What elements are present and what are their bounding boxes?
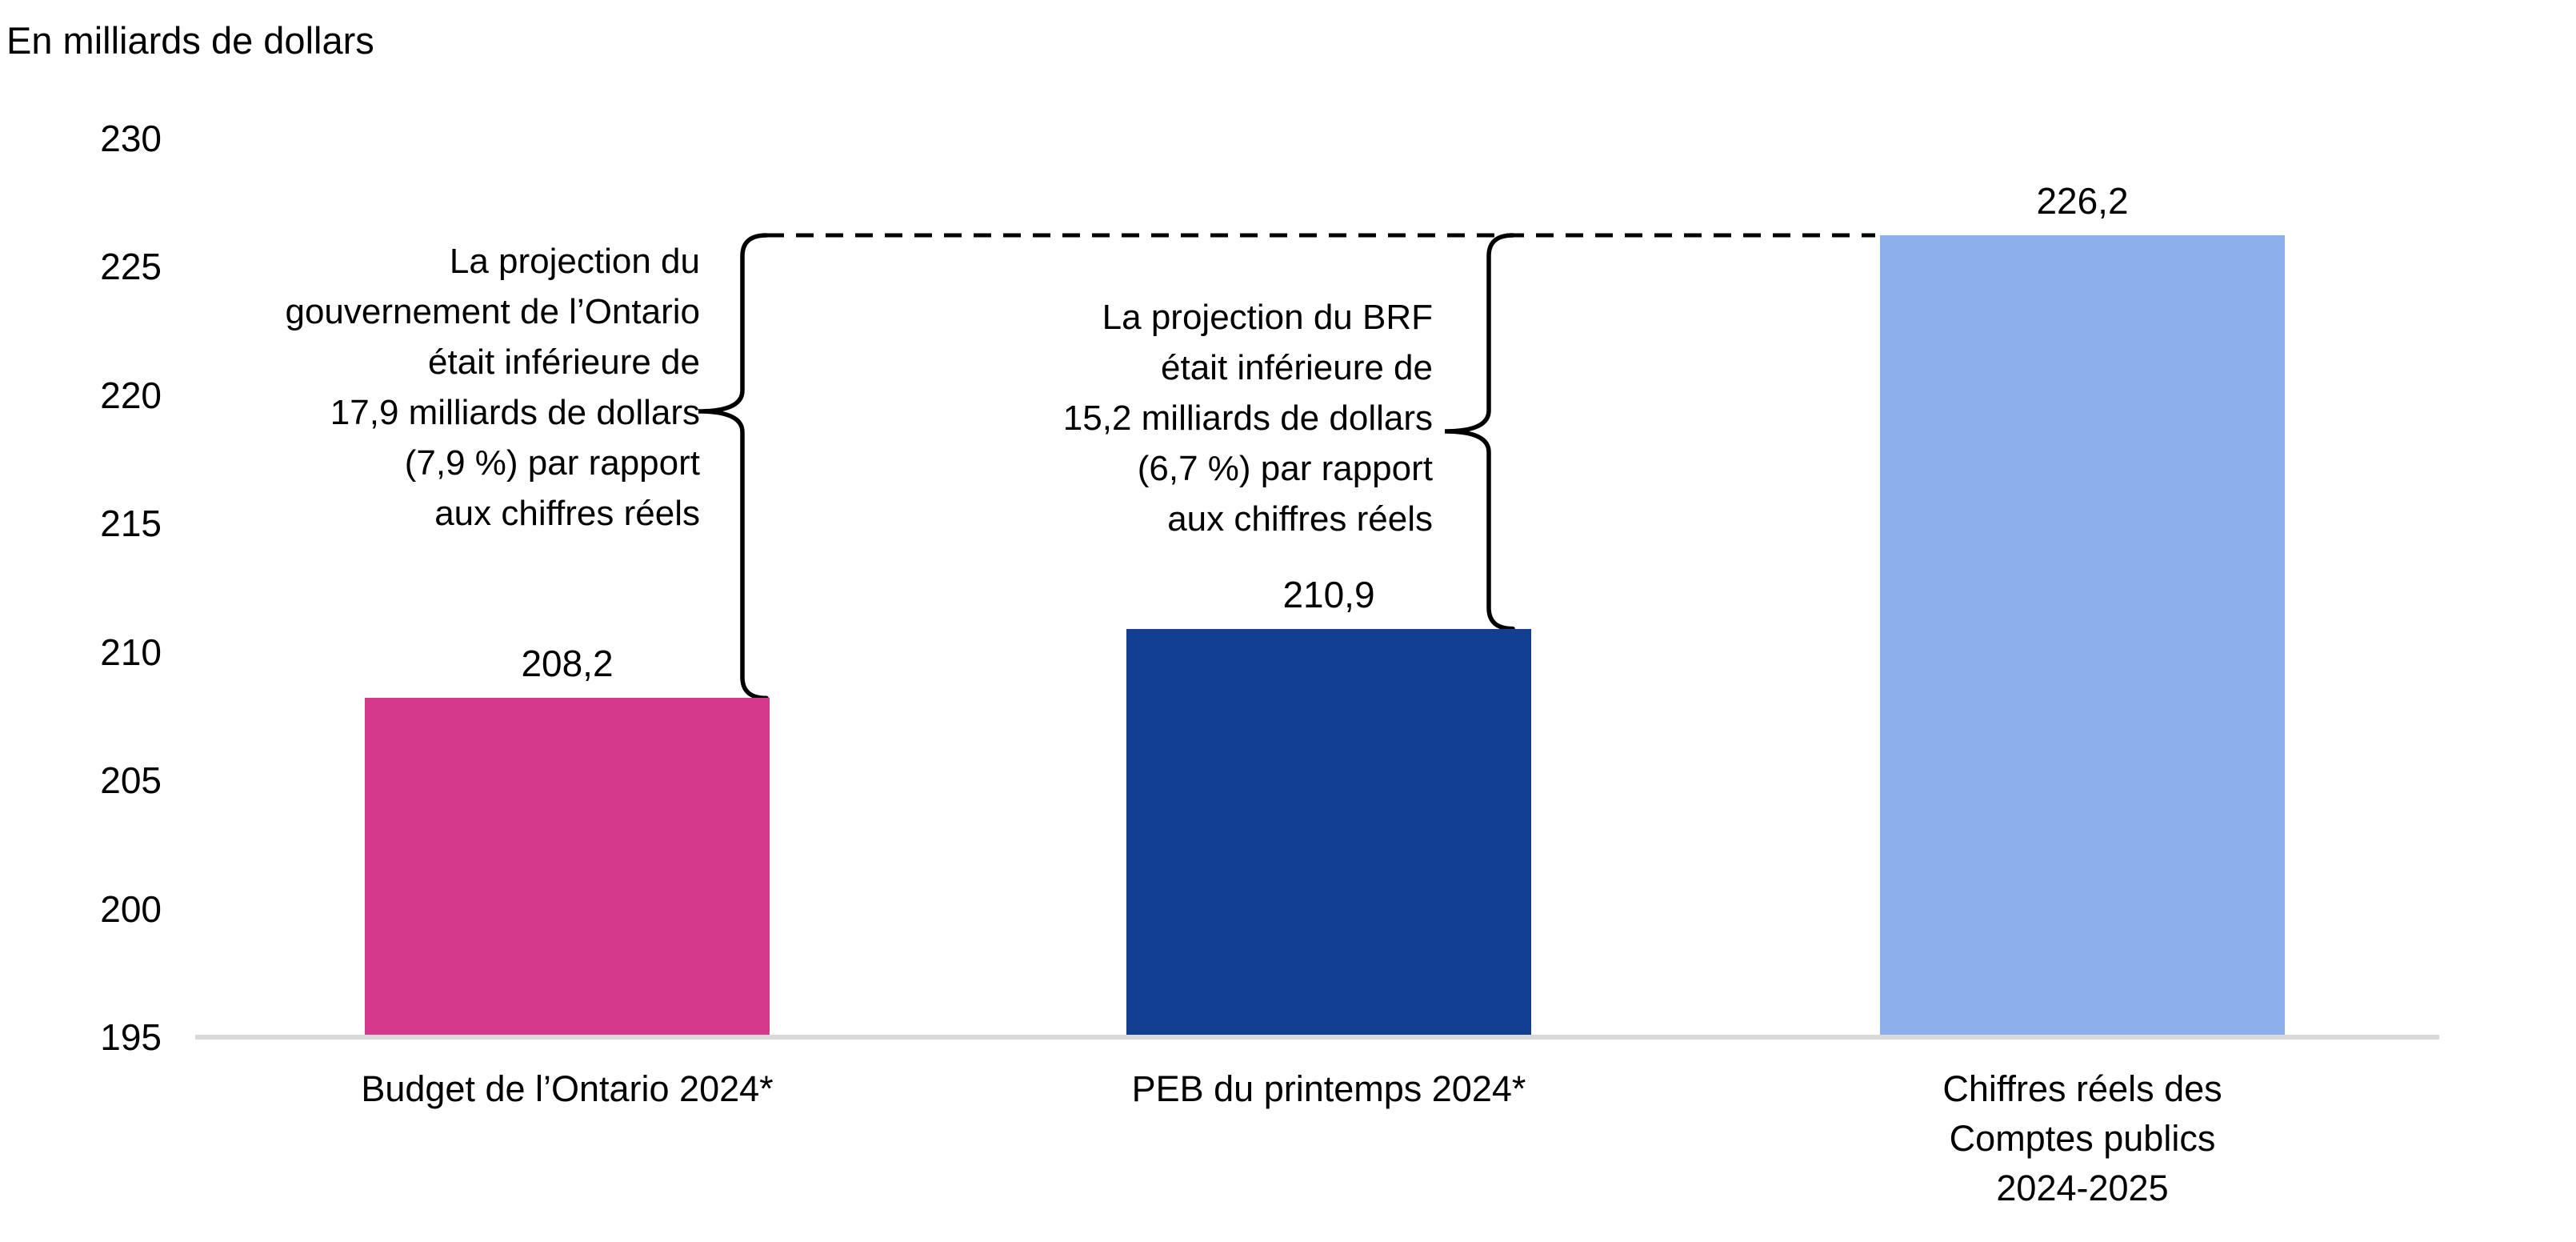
value-label-budget-ontario-2024: 208,2 bbox=[521, 643, 614, 685]
y-axis-tick-label: 230 bbox=[100, 117, 162, 159]
y-axis-tick-label: 200 bbox=[100, 887, 162, 930]
y-axis-tick-label: 205 bbox=[100, 759, 162, 801]
category-label-peb-printemps-2024: PEB du printemps 2024* bbox=[1025, 1064, 1633, 1114]
category-label-budget-ontario-2024: Budget de l’Ontario 2024* bbox=[263, 1064, 871, 1114]
chart-title: En milliards de dollars bbox=[6, 19, 374, 62]
category-label-line: Chiffres réels des bbox=[1942, 1068, 2222, 1109]
annotation-line: était inférieure de bbox=[428, 343, 700, 382]
annotation-brf-vs-actual: La projection du BRF était inférieure de 1… bbox=[1063, 292, 1433, 544]
y-axis-tick-label: 215 bbox=[100, 503, 162, 544]
value-label-chiffres-reels-comptes-publics: 226,2 bbox=[2036, 180, 2129, 222]
y-axis-tick-label: 220 bbox=[100, 374, 162, 416]
annotation-line: (6,7 %) par rapport bbox=[1137, 449, 1433, 488]
annotation-line: La projection du BRF bbox=[1102, 298, 1433, 337]
annotation-line: aux chiffres réels bbox=[1167, 499, 1433, 539]
y-axis-tick-label: 225 bbox=[100, 246, 162, 287]
curly-brace-annotation-budget-vs-actual bbox=[698, 233, 769, 701]
y-axis-tick-label: 210 bbox=[100, 631, 162, 673]
annotation-line: 15,2 milliards de dollars bbox=[1062, 399, 1433, 438]
category-label-chiffres-reels-comptes-publics: Chiffres réels des Comptes publics 2024-20… bbox=[1778, 1064, 2386, 1213]
category-label-line: 2024-2025 bbox=[1996, 1168, 2169, 1208]
curly-brace-annotation-brf-vs-actual bbox=[1444, 233, 1515, 631]
annotation-line: aux chiffres réels bbox=[434, 494, 700, 533]
annotation-budget-vs-actual: La projection du gouvernement de l’Ontari… bbox=[285, 236, 700, 539]
bar-budget-ontario-2024 bbox=[365, 698, 770, 1035]
bar-peb-printemps-2024 bbox=[1126, 628, 1531, 1035]
annotation-line: 17,9 milliards de dollars bbox=[330, 393, 700, 432]
value-label-peb-printemps-2024: 210,9 bbox=[1282, 573, 1375, 615]
y-axis-tick-label: 195 bbox=[100, 1016, 162, 1058]
category-label-line: PEB du printemps 2024* bbox=[1131, 1068, 1526, 1109]
category-label-line: Comptes publics bbox=[1949, 1118, 2216, 1159]
annotation-line: était inférieure de bbox=[1161, 348, 1433, 387]
annotation-line: (7,9 %) par rapport bbox=[404, 443, 700, 483]
category-label-line: Budget de l’Ontario 2024* bbox=[361, 1068, 774, 1109]
annotation-line: La projection du bbox=[449, 242, 700, 281]
annotation-line: gouvernement de l’Ontario bbox=[285, 292, 700, 331]
bar-chiffres-reels-comptes-publics bbox=[1880, 235, 2285, 1035]
